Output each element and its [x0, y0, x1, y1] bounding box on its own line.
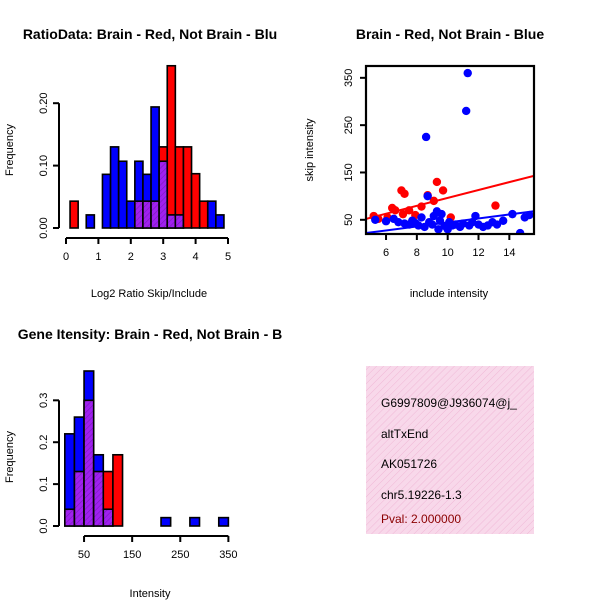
x-tick-label-0: 2 [128, 251, 134, 263]
point-not-brain-36 [492, 220, 502, 229]
y-tick-label-2: 0.1 [38, 476, 50, 491]
bar-not-brain-0-0.75 [85, 214, 96, 229]
bar-overlap-2-100 [102, 508, 114, 527]
scatter-x-tick-label: 14 [503, 247, 515, 259]
info-event-type: altTxEnd [381, 427, 428, 441]
bar-overlap-0-3 [158, 160, 169, 229]
y-tick-label-0: 0.00 [38, 217, 50, 238]
bar-overlap-0-3.5 [174, 214, 185, 229]
intensity-scatter-xlabel: include intensity [410, 288, 489, 300]
bar-not-brain-0-1.5 [109, 146, 120, 229]
point-not-brain-27 [461, 106, 471, 116]
point-brain-14 [438, 186, 448, 195]
y-tick-label-2: 0.3 [38, 393, 50, 408]
ratio-histogram: RatioData: Brain - Red, Not Brain - Blu … [4, 26, 277, 300]
gene-intensity-axes: 0.0 0.1 0.2 0.3 50 150 250 350 [38, 393, 238, 561]
scatter-y-tick-label: 150 [343, 163, 355, 181]
point-not-brain-0 [371, 215, 380, 225]
point-not-brain-28 [463, 68, 472, 78]
x-tick-label-0: 3 [160, 251, 166, 263]
point-brain-6 [400, 189, 409, 198]
y-tick-label-0: 0.10 [38, 155, 50, 176]
gene-intensity-ylabel: Frequency [4, 431, 16, 483]
point-not-brain-19 [437, 209, 446, 219]
y-tick-label-2: 0.0 [38, 518, 50, 533]
bar-brain-0-4.25 [198, 200, 209, 229]
x-tick-label-2: 350 [219, 549, 237, 561]
point-not-brain-1 [381, 217, 391, 226]
intensity-scatter-title: Brain - Red, Not Brain - Blue [356, 26, 544, 42]
bar-not-brain-0-4.5 [206, 200, 217, 229]
point-brain-16 [491, 201, 500, 210]
point-not-brain-37 [498, 216, 508, 225]
ratio-histogram-title: RatioData: Brain - Red, Not Brain - Blu [23, 26, 277, 42]
info-panel-background [366, 366, 534, 534]
scatter-frame [364, 64, 536, 236]
scatter-x-tick-label: 6 [383, 247, 389, 259]
bar-brain-0-3.75 [182, 146, 193, 229]
bar-overlap-2-40 [73, 470, 85, 527]
point-brain-13 [432, 177, 442, 187]
y-tick-label-0: 0.20 [38, 92, 50, 113]
bar-brain-0-4 [190, 172, 201, 229]
ratio-histogram-xlabel: Log2 Ratio Skip/Include [91, 288, 207, 300]
info-location: chr5.19226-1.3 [381, 488, 462, 502]
point-not-brain-39 [515, 228, 525, 234]
intensity-scatter: Brain - Red, Not Brain - Blue 6 8 10 12 14 50… [304, 26, 544, 300]
bar-not-brain-0-1.25 [101, 173, 112, 229]
info-pval: Pval: 2.000000 [381, 512, 461, 526]
bar-not-brain-0-2 [125, 200, 136, 229]
point-not-brain-11 [421, 132, 431, 142]
scatter-y-tick-label: 350 [343, 69, 355, 87]
fit-line-brain [366, 174, 534, 220]
intensity-scatter-plot: 6 8 10 12 14 50 150 250 350 [343, 64, 536, 259]
gene-intensity-xlabel: Intensity [130, 588, 171, 600]
scatter-y-tick-label: 50 [343, 214, 355, 226]
bar-not-brain-0-4.75 [215, 214, 225, 229]
scatter-x-tick-label: 12 [472, 247, 484, 259]
intensity-scatter-ylabel: skip intensity [304, 118, 316, 181]
info-panel: G6997809@J936074@j_ altTxEnd AK051726 ch… [366, 366, 534, 534]
info-gene-id: G6997809@J936074@j_ [381, 396, 517, 410]
bar-brain-0-0.25 [69, 200, 79, 229]
ratio-histogram-bars [69, 64, 225, 229]
bar-not-brain-2-220 [160, 516, 172, 527]
bar-not-brain-2-280 [189, 516, 201, 527]
bar-overlap-2-80 [92, 470, 105, 527]
point-not-brain-17 [434, 225, 443, 234]
bar-overlap-0-2.25 [134, 200, 144, 229]
x-tick-label-2: 250 [171, 549, 189, 561]
bar-brain-0-3.25 [166, 64, 177, 229]
point-not-brain-9 [417, 213, 426, 222]
bar-overlap-0-2.5 [142, 200, 152, 229]
point-brain-7 [398, 209, 408, 219]
gene-intensity-bars [64, 370, 230, 527]
bar-overlap-2-20 [64, 508, 76, 527]
scatter-y-tick-label: 250 [343, 116, 355, 134]
gene-intensity-title: Gene Itensity: Brain - Red, Not Brain - … [18, 326, 282, 342]
point-not-brain-12 [423, 191, 432, 201]
x-tick-label-0: 4 [193, 251, 199, 263]
x-tick-label-2: 50 [78, 549, 90, 561]
info-accession: AK051726 [381, 457, 437, 471]
bar-brain-2-120 [112, 453, 124, 527]
scatter-x-tick-label: 10 [442, 247, 454, 259]
x-tick-label-0: 0 [63, 251, 69, 263]
fit-line-not-brain [366, 210, 534, 234]
scatter-x-tick-label: 8 [414, 247, 420, 259]
gene-intensity-histogram: Gene Itensity: Brain - Red, Not Brain - … [4, 326, 282, 600]
bar-overlap-0-2.75 [150, 200, 160, 229]
x-tick-label-0: 1 [95, 251, 101, 263]
ratio-histogram-axes: 0.00 0.10 0.20 0 1 2 3 4 5 [38, 92, 231, 263]
x-tick-label-2: 150 [123, 549, 141, 561]
y-tick-label-2: 0.2 [38, 435, 50, 450]
ratio-histogram-ylabel: Frequency [4, 124, 16, 176]
bar-overlap-2-60 [83, 399, 95, 527]
bar-overlap-0-3.25 [166, 214, 177, 229]
bar-not-brain-2-340 [217, 516, 230, 527]
bar-not-brain-0-1.75 [117, 160, 128, 229]
scatter-points [366, 68, 534, 234]
x-tick-label-0: 5 [225, 251, 231, 263]
